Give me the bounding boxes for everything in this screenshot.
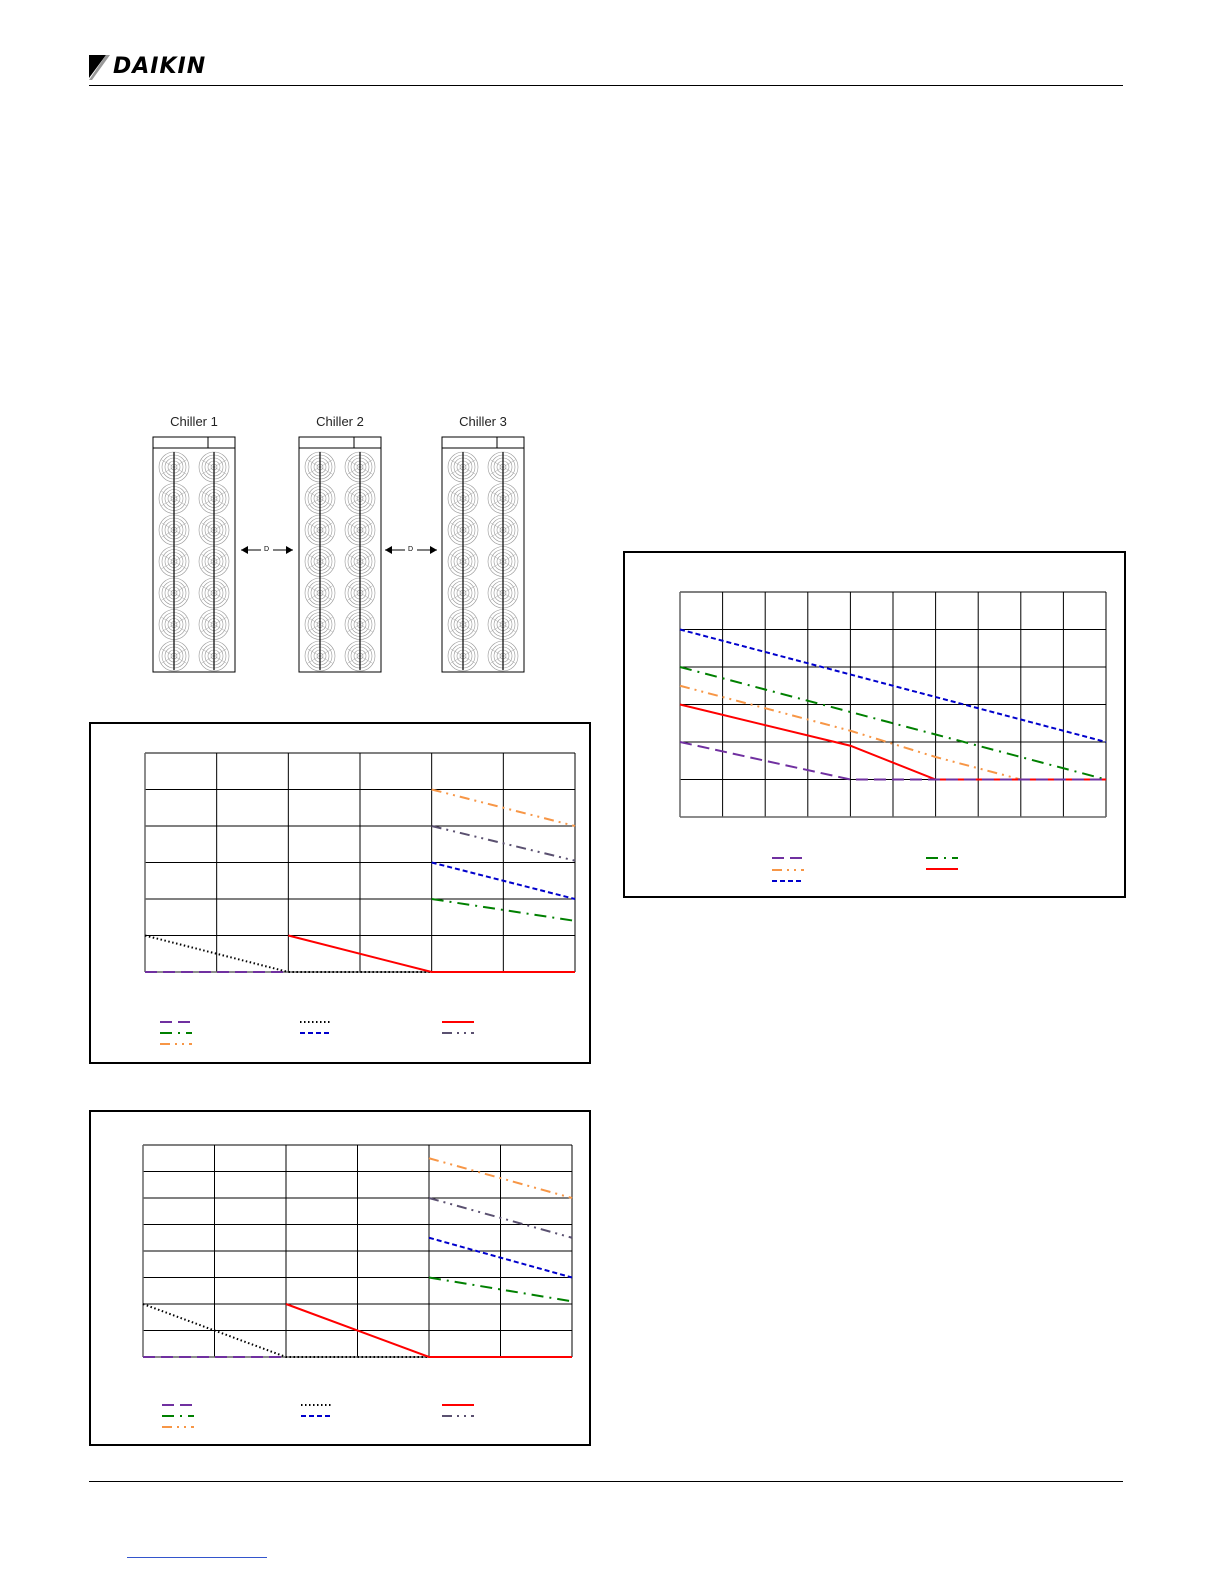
series-7-line [428,1157,573,1199]
chiller-1-label: Chiller 1 [170,414,218,429]
spacing-label-2: D [408,546,414,553]
fan-icon [344,577,376,609]
grid [142,1144,573,1358]
series-6-line [431,825,576,862]
series-6-line [428,1197,573,1239]
fan-icon [487,546,519,577]
chiller-3 [441,436,525,673]
chiller-3-label: Chiller 3 [459,414,507,429]
footer-rule [89,1481,1123,1482]
chart-2 [142,1144,573,1428]
chiller-2-label: Chiller 2 [316,414,364,429]
series-2-line [142,1303,429,1358]
series-2-line [679,666,1107,781]
chiller-1 [152,436,236,673]
grid [679,591,1107,818]
series-1-line [679,628,1107,743]
chart-1 [144,752,576,1045]
header-rule [89,85,1123,86]
chiller-drawing [152,436,525,673]
spacing-arrow-2 [385,546,437,554]
chart-3-frame [623,551,1126,898]
daikin-logo-icon [89,55,110,80]
chart-3 [679,591,1107,882]
spacing-arrow-1 [241,546,293,554]
chiller-2 [298,436,382,673]
series-5-line [431,861,576,900]
series-5-line [679,741,1106,781]
grid [144,752,576,973]
series-3-line [285,1303,572,1358]
brand-logo: DAIKIN [113,54,207,79]
series-3-line [288,934,575,973]
spacing-label-1: D [264,546,270,553]
chart-1-frame [89,722,591,1064]
footer-link-underline[interactable] [127,1557,267,1558]
series-5-line [428,1236,573,1279]
series-2-line [144,934,432,973]
series-7-line [431,788,576,827]
